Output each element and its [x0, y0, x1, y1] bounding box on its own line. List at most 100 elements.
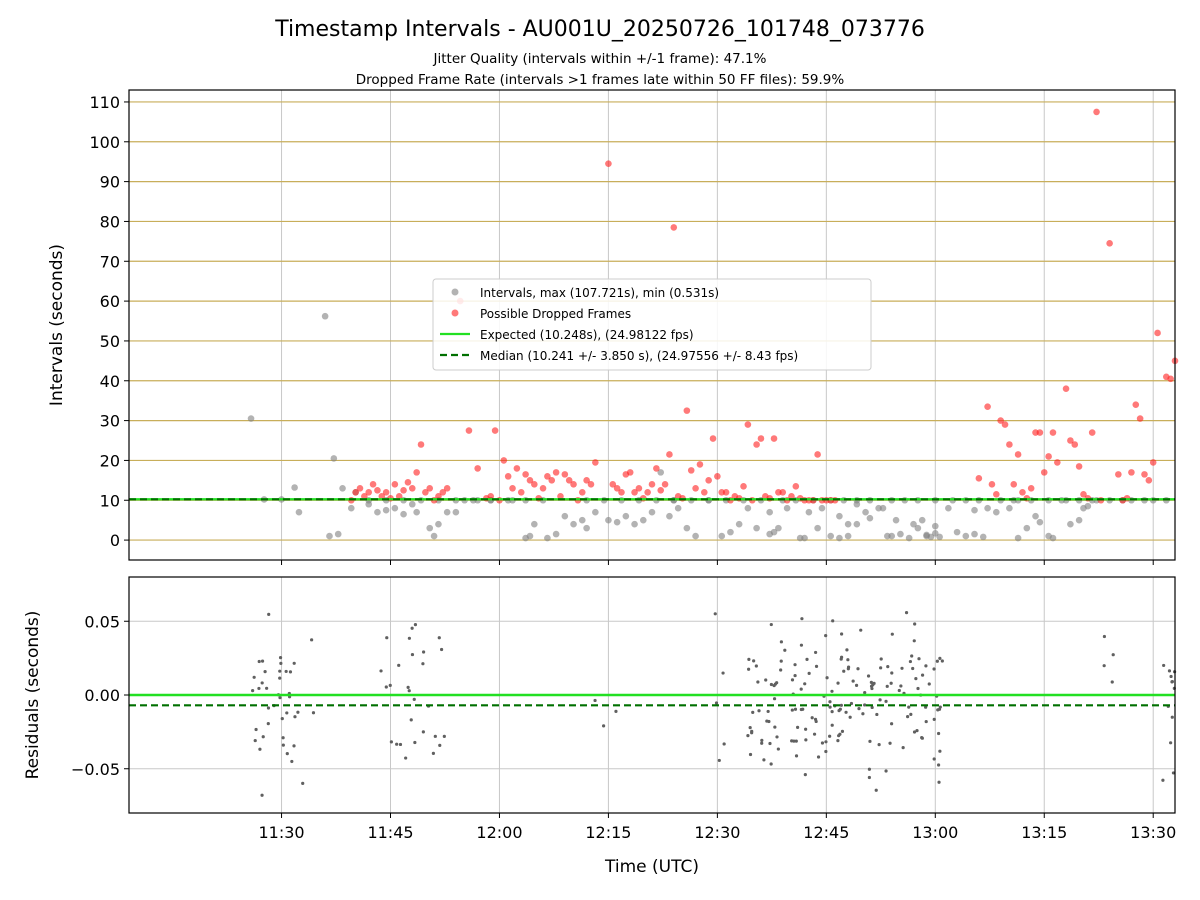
dropped-frame-point	[788, 492, 795, 500]
residual-point	[439, 647, 444, 652]
residual-point	[838, 707, 842, 711]
dropped-frame-point	[413, 469, 420, 476]
interval-point	[931, 530, 939, 537]
residual-point	[293, 715, 297, 719]
interval-point	[853, 520, 861, 528]
residual-point	[807, 671, 811, 675]
interval-point	[247, 415, 255, 422]
bottom-y-axis-label: Residuals (seconds)	[23, 611, 43, 780]
residual-point	[830, 689, 834, 693]
residual-point	[285, 711, 289, 715]
residual-point	[762, 758, 766, 762]
residual-point	[868, 739, 872, 743]
dropped-frame-point	[1071, 441, 1079, 448]
residual-point	[281, 743, 285, 747]
residual-point	[384, 685, 388, 689]
residual-point	[779, 640, 784, 644]
dropped-frame-point	[605, 160, 612, 167]
dropped-frame-point	[426, 485, 434, 492]
residual-point	[747, 667, 751, 671]
residual-point	[442, 734, 446, 739]
residual-point	[602, 724, 606, 728]
interval-point	[814, 524, 821, 532]
interval-point	[1084, 502, 1092, 510]
residual-point	[388, 683, 392, 687]
interval-point	[718, 532, 726, 540]
dropped-frame-point	[391, 481, 399, 488]
dropped-frame-point	[1019, 488, 1026, 496]
dropped-frame-point	[365, 488, 373, 496]
dropped-frame-point	[618, 488, 625, 496]
interval-point	[657, 469, 665, 476]
residual-point	[906, 714, 910, 719]
residual-point	[773, 725, 777, 729]
dropped-frame-point	[779, 488, 787, 496]
dropped-frame-point	[975, 475, 983, 482]
dropped-frame-point	[666, 451, 673, 458]
interval-point	[866, 514, 874, 522]
residual-point	[874, 788, 878, 792]
interval-point	[844, 520, 852, 528]
residual-point	[722, 742, 726, 746]
dropped-frame-point	[544, 473, 551, 480]
residual-point	[908, 659, 913, 664]
residual-point	[747, 657, 751, 661]
residual-point	[263, 670, 267, 674]
residual-point	[824, 740, 828, 744]
dropped-frame-point	[583, 477, 590, 484]
residual-point	[251, 689, 255, 693]
residual-point	[913, 622, 917, 626]
interval-point	[770, 528, 778, 536]
dropped-frame-point	[1167, 375, 1174, 383]
residual-point	[932, 757, 936, 761]
dropped-frame-point	[692, 485, 699, 492]
dropped-frame-point	[613, 485, 621, 492]
residual-point	[804, 738, 808, 742]
residual-point	[793, 663, 797, 667]
interval-point	[382, 506, 390, 514]
dropped-frame-point	[1040, 469, 1048, 476]
residual-point	[409, 718, 413, 722]
residual-point	[261, 735, 265, 739]
dropped-frame-point	[657, 486, 665, 494]
residual-point	[861, 712, 865, 716]
residual-point	[844, 710, 848, 714]
dropped-frame-point	[443, 485, 451, 492]
residual-point	[775, 735, 779, 739]
residual-point	[311, 711, 316, 715]
residual-point	[290, 759, 294, 764]
interval-point	[622, 512, 630, 520]
legend-box	[432, 278, 872, 371]
residual-point	[920, 736, 924, 740]
interval-point	[605, 516, 612, 524]
dropped-frame-point	[997, 417, 1004, 424]
residual-point	[877, 743, 881, 747]
dropped-frame-point	[352, 488, 359, 496]
xtick-label: 12:15	[585, 823, 631, 842]
residual-point	[292, 744, 296, 748]
interval-point	[321, 312, 329, 320]
dropped-frame-point	[757, 435, 765, 442]
dropped-frame-point	[1128, 469, 1135, 476]
interval-point	[400, 510, 407, 518]
dropped-frame-point	[374, 486, 381, 494]
interval-point	[727, 528, 734, 536]
residual-point	[890, 671, 894, 675]
dropped-frame-point	[561, 471, 569, 478]
residual-point	[840, 729, 845, 733]
dropped-frame-point	[1154, 329, 1161, 337]
dropped-frame-point	[1054, 459, 1061, 466]
residual-point	[278, 696, 282, 700]
residual-point	[793, 673, 797, 678]
dropped-frame-point	[578, 488, 586, 496]
residual-point	[803, 682, 807, 686]
interval-point	[443, 508, 451, 516]
residual-point	[863, 691, 867, 695]
residual-point	[779, 659, 783, 663]
residual-point	[790, 739, 794, 743]
residual-point	[717, 758, 721, 763]
residual-point	[840, 632, 844, 636]
residual-point	[757, 709, 761, 713]
dropped-frame-point	[1149, 459, 1157, 466]
chart-subtitle-jitter: Jitter Quality (intervals within +/-1 fr…	[433, 51, 767, 67]
